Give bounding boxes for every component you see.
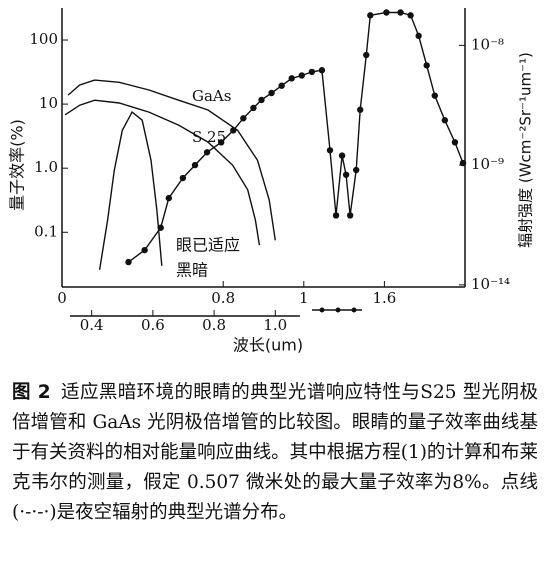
series-label: 黑暗 [176,261,208,280]
night-sky-key [312,307,362,313]
marker [240,115,247,122]
marker [157,224,164,231]
marker [357,106,364,113]
series-label: S 25 [192,128,226,146]
marker [342,171,350,178]
marker [332,212,340,219]
marker [141,246,148,254]
x-tick-label: 1.6 [372,289,396,307]
marker [298,72,305,79]
marker [288,75,295,82]
marker [383,9,390,16]
key-dot [319,307,325,313]
marker [346,212,354,219]
caption-label: 图 2 [12,382,51,403]
marker [326,147,334,154]
marker [258,96,265,104]
marker [397,9,404,16]
x2-tick-label: 0.6 [141,316,165,334]
y-tick-label: 0.1 [34,222,58,240]
marker [318,67,326,74]
key-dot [335,307,341,313]
y2-tick-label: 10⁻⁹ [471,155,504,173]
x-tick-label: 1 [299,289,309,307]
marker [125,258,132,266]
marker [217,139,225,146]
marker [250,104,257,112]
x-axis-title: 波长(um) [233,336,303,355]
y-tick-label: 100 [29,30,58,48]
x2-tick-label: 0.8 [202,316,226,334]
marker [431,92,438,99]
marker [165,194,172,202]
marker [367,12,374,19]
marker [407,12,414,19]
series-line [128,11,464,263]
marker [459,159,467,167]
x2-tick-label: 0.4 [80,316,104,334]
marker [308,68,316,76]
marker [230,127,237,134]
series-line [64,99,261,246]
marker [441,117,449,124]
y2-axis-title: 辐射强度 (Wcm⁻²Sr⁻¹um⁻¹) [517,52,535,248]
x-tick-label: 0 [57,289,67,307]
y-tick-label: 1.0 [34,158,58,176]
marker [451,139,459,146]
y2-tick-label: 10⁻⁸ [471,35,504,53]
y-tick-label: 10 [39,94,58,112]
chart: 量子效率(%) 辐射强度 (Wcm⁻²Sr⁻¹um⁻¹) 波长(um) 1001… [8,8,535,355]
y-axis-title: 量子效率(%) [8,119,27,211]
marker [268,89,275,97]
marker [179,174,187,182]
series-line [98,111,163,270]
series-line [67,79,276,241]
marker [423,62,430,69]
series-label: GaAs [192,87,231,105]
marker [363,51,370,59]
marker [338,152,346,159]
key-dot [351,307,357,313]
marker [191,161,199,169]
x2-tick-label: 1.0 [263,316,287,334]
series-label: 眼已适应 [176,236,240,255]
marker [415,32,422,40]
y2-tick-label: 10⁻¹⁴ [471,275,510,293]
marker [278,82,285,89]
caption: 图 2 适应黑暗环境的眼睛的典型光谱响应特性与S25 型光阴极倍增管和 GaAs … [12,378,538,528]
marker [352,166,360,174]
caption-text: 适应黑暗环境的眼睛的典型光谱响应特性与S25 型光阴极倍增管和 GaAs 光阴极… [12,382,538,523]
marker [203,149,211,156]
x-tick-label: 0.8 [211,289,235,307]
